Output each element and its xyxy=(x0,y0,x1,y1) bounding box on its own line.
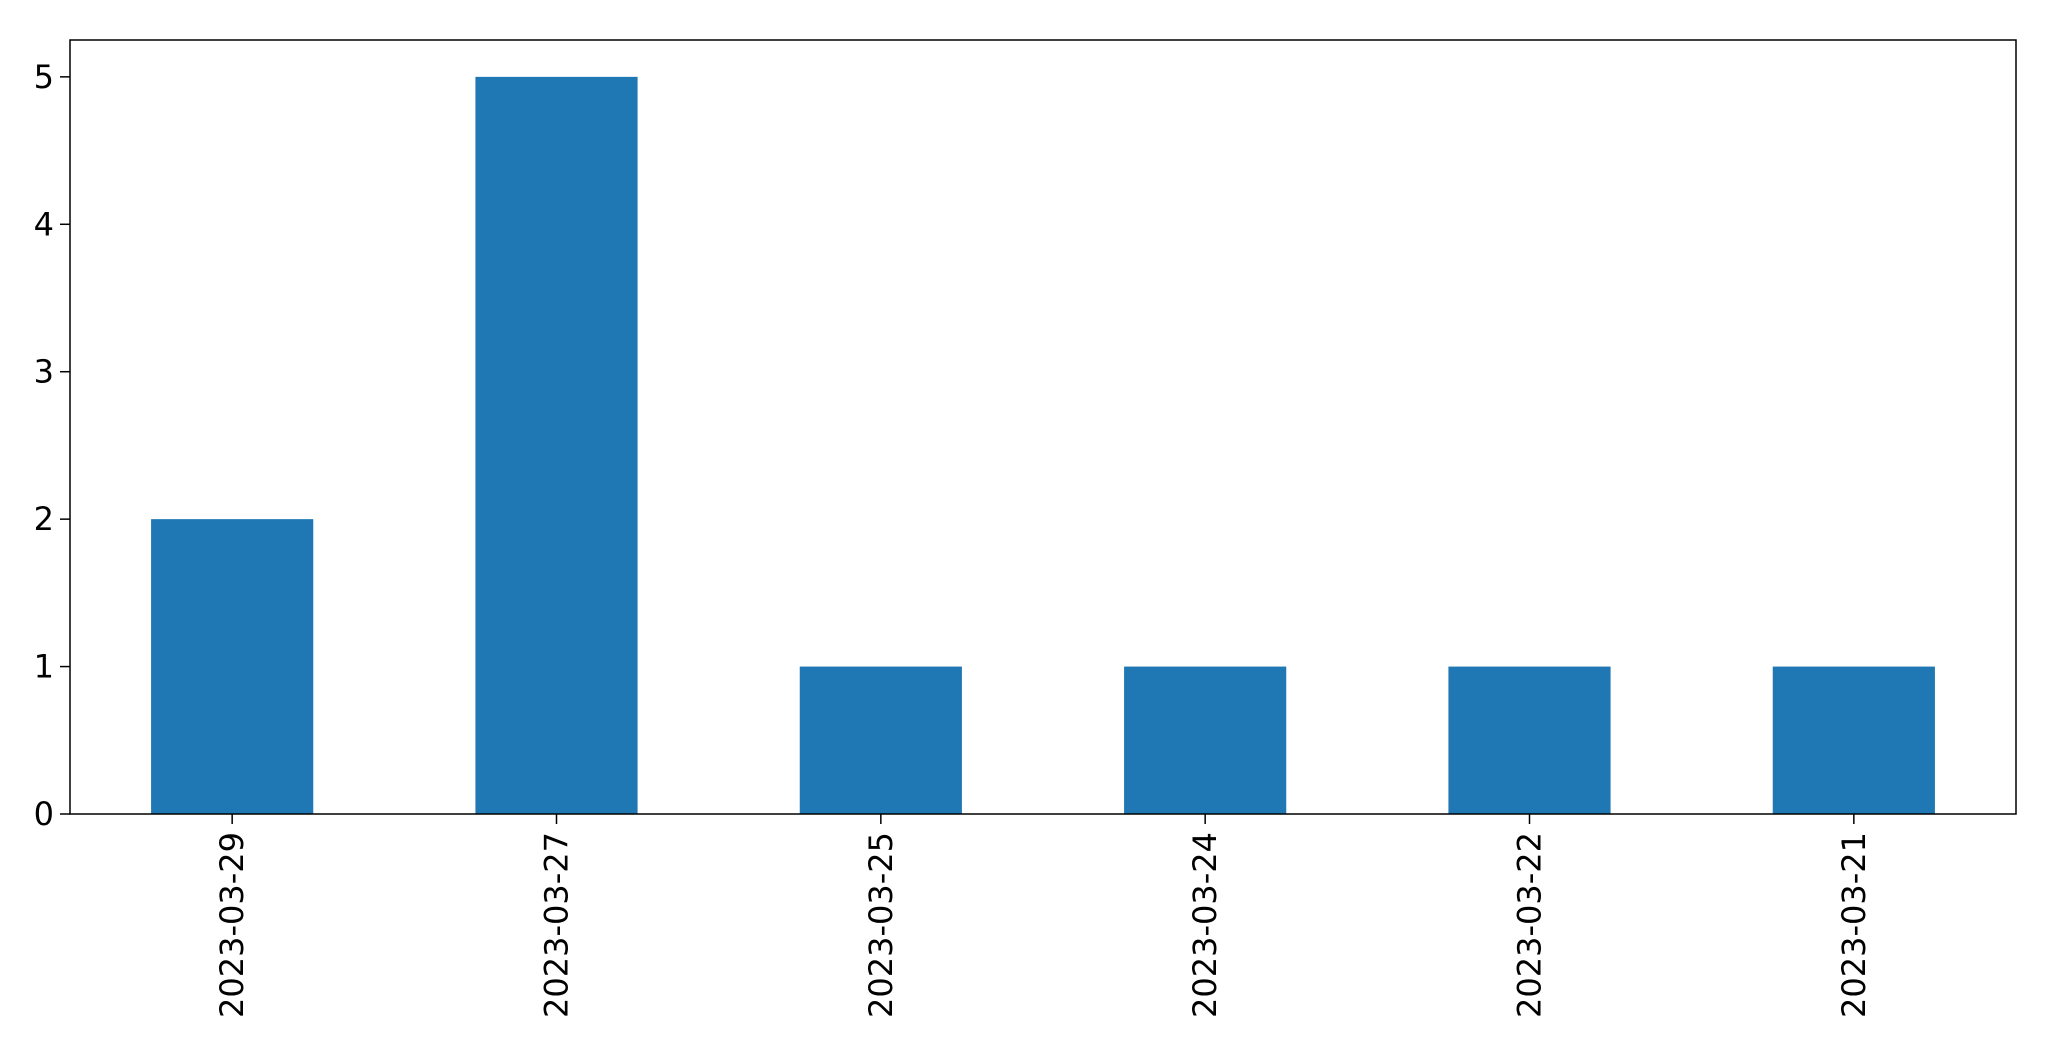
y-tick-label-0: 0 xyxy=(34,795,54,833)
x-tick-label-2023-03-27: 2023-03-27 xyxy=(538,832,576,1018)
x-tick-label-2023-03-22: 2023-03-22 xyxy=(1511,832,1549,1018)
plot-frame xyxy=(69,39,2017,815)
bar-2023-03-25 xyxy=(799,666,962,814)
bars-layer xyxy=(151,76,1935,815)
bar-2023-03-21 xyxy=(1772,666,1935,814)
y-tick-label-1: 1 xyxy=(34,648,54,686)
x-tick-label-2023-03-25: 2023-03-25 xyxy=(862,832,900,1018)
x-tick-label-2023-03-21: 2023-03-21 xyxy=(1835,832,1873,1018)
y-axis: 0 1 2 3 4 5 xyxy=(34,58,70,833)
x-tick-label-2023-03-24: 2023-03-24 xyxy=(1186,832,1224,1018)
y-tick-label-5: 5 xyxy=(34,58,54,96)
bar-2023-03-29 xyxy=(151,519,314,814)
bar-2023-03-27 xyxy=(475,76,638,815)
bar-2023-03-22 xyxy=(1448,666,1611,814)
x-tick-label-2023-03-29: 2023-03-29 xyxy=(213,832,251,1018)
bar-2023-03-24 xyxy=(1124,666,1287,814)
y-tick-label-3: 3 xyxy=(34,353,54,391)
y-tick-label-2: 2 xyxy=(34,500,54,538)
y-tick-label-4: 4 xyxy=(34,205,54,243)
x-axis: 2023-03-29 2023-03-27 2023-03-25 2023-03-24… xyxy=(213,814,1873,1018)
